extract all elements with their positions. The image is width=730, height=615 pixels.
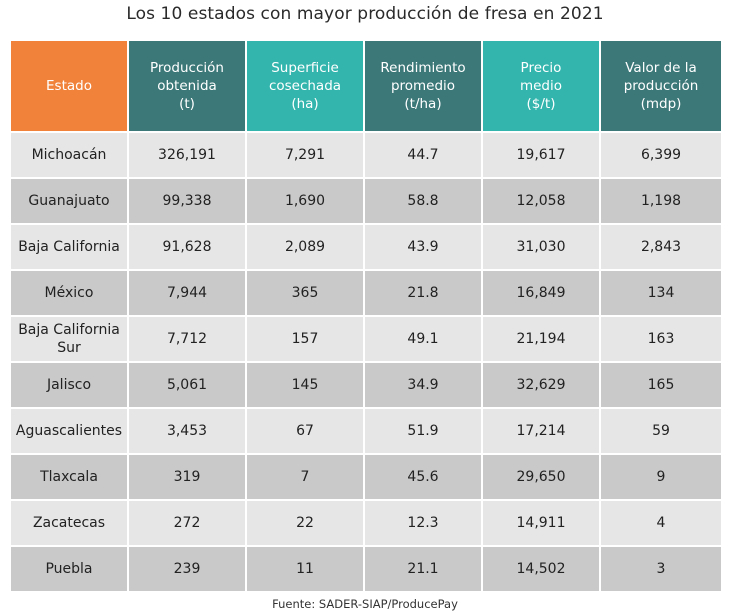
cell-produccion: 239 [129,545,247,591]
cell-superficie: 365 [247,269,365,315]
header-rendimiento: Rendimiento promedio (t/ha) [365,41,483,131]
cell-valor: 134 [601,269,721,315]
cell-rendimiento: 51.9 [365,407,483,453]
cell-precio: 19,617 [483,131,601,177]
cell-superficie: 22 [247,499,365,545]
cell-rendimiento: 58.8 [365,177,483,223]
cell-superficie: 1,690 [247,177,365,223]
cell-precio: 14,502 [483,545,601,591]
table-row: Guanajuato 99,338 1,690 58.8 12,058 1,198 [11,177,721,223]
cell-produccion: 319 [129,453,247,499]
cell-estado: Aguascalientes [11,407,129,453]
cell-estado: Baja California Sur [11,315,129,361]
cell-precio: 14,911 [483,499,601,545]
header-estado: Estado [11,41,129,131]
cell-superficie: 11 [247,545,365,591]
table-row: Michoacán 326,191 7,291 44.7 19,617 6,399 [11,131,721,177]
cell-rendimiento: 12.3 [365,499,483,545]
cell-estado: Guanajuato [11,177,129,223]
header-row: Estado Producción obtenida (t) Superfici… [11,41,721,131]
table-body: Michoacán 326,191 7,291 44.7 19,617 6,399 Guan… [11,131,721,591]
cell-valor: 163 [601,315,721,361]
cell-precio: 29,650 [483,453,601,499]
cell-estado: Puebla [11,545,129,591]
cell-rendimiento: 21.1 [365,545,483,591]
cell-produccion: 7,712 [129,315,247,361]
table-row: Zacatecas 272 22 12.3 14,911 4 [11,499,721,545]
cell-rendimiento: 45.6 [365,453,483,499]
cell-superficie: 7 [247,453,365,499]
cell-estado: Baja California [11,223,129,269]
cell-estado: México [11,269,129,315]
table-row: Baja California 91,628 2,089 43.9 31,030 2,84… [11,223,721,269]
header-produccion: Producción obtenida (t) [129,41,247,131]
cell-precio: 31,030 [483,223,601,269]
cell-valor: 1,198 [601,177,721,223]
header-valor: Valor de la producción (mdp) [601,41,721,131]
source-note: Fuente: SADER-SIAP/ProducePay [272,597,458,611]
table-row: Tlaxcala 319 7 45.6 29,650 9 [11,453,721,499]
header-precio: Precio medio ($/t) [483,41,601,131]
cell-rendimiento: 49.1 [365,315,483,361]
cell-produccion: 326,191 [129,131,247,177]
cell-valor: 3 [601,545,721,591]
table-row: Jalisco 5,061 145 34.9 32,629 165 [11,361,721,407]
cell-precio: 16,849 [483,269,601,315]
cell-rendimiento: 21.8 [365,269,483,315]
cell-rendimiento: 43.9 [365,223,483,269]
table-row: Baja California Sur 7,712 157 49.1 21,194 163 [11,315,721,361]
header-superficie: Superficie cosechada (ha) [247,41,365,131]
cell-superficie: 67 [247,407,365,453]
cell-estado: Michoacán [11,131,129,177]
cell-precio: 17,214 [483,407,601,453]
cell-precio: 32,629 [483,361,601,407]
cell-valor: 2,843 [601,223,721,269]
cell-valor: 165 [601,361,721,407]
cell-rendimiento: 44.7 [365,131,483,177]
data-table: Estado Producción obtenida (t) Superfici… [11,41,721,591]
cell-produccion: 5,061 [129,361,247,407]
cell-superficie: 7,291 [247,131,365,177]
cell-superficie: 157 [247,315,365,361]
cell-rendimiento: 34.9 [365,361,483,407]
cell-superficie: 2,089 [247,223,365,269]
table-row: Puebla 239 11 21.1 14,502 3 [11,545,721,591]
cell-estado: Jalisco [11,361,129,407]
table-row: Aguascalientes 3,453 67 51.9 17,214 59 [11,407,721,453]
cell-produccion: 91,628 [129,223,247,269]
cell-valor: 6,399 [601,131,721,177]
cell-precio: 12,058 [483,177,601,223]
cell-valor: 4 [601,499,721,545]
cell-estado: Zacatecas [11,499,129,545]
table-row: México 7,944 365 21.8 16,849 134 [11,269,721,315]
cell-produccion: 7,944 [129,269,247,315]
cell-estado: Tlaxcala [11,453,129,499]
cell-produccion: 99,338 [129,177,247,223]
chart-title: Los 10 estados con mayor producción de f… [126,4,604,24]
cell-valor: 9 [601,453,721,499]
cell-produccion: 272 [129,499,247,545]
cell-superficie: 145 [247,361,365,407]
cell-valor: 59 [601,407,721,453]
cell-produccion: 3,453 [129,407,247,453]
cell-precio: 21,194 [483,315,601,361]
